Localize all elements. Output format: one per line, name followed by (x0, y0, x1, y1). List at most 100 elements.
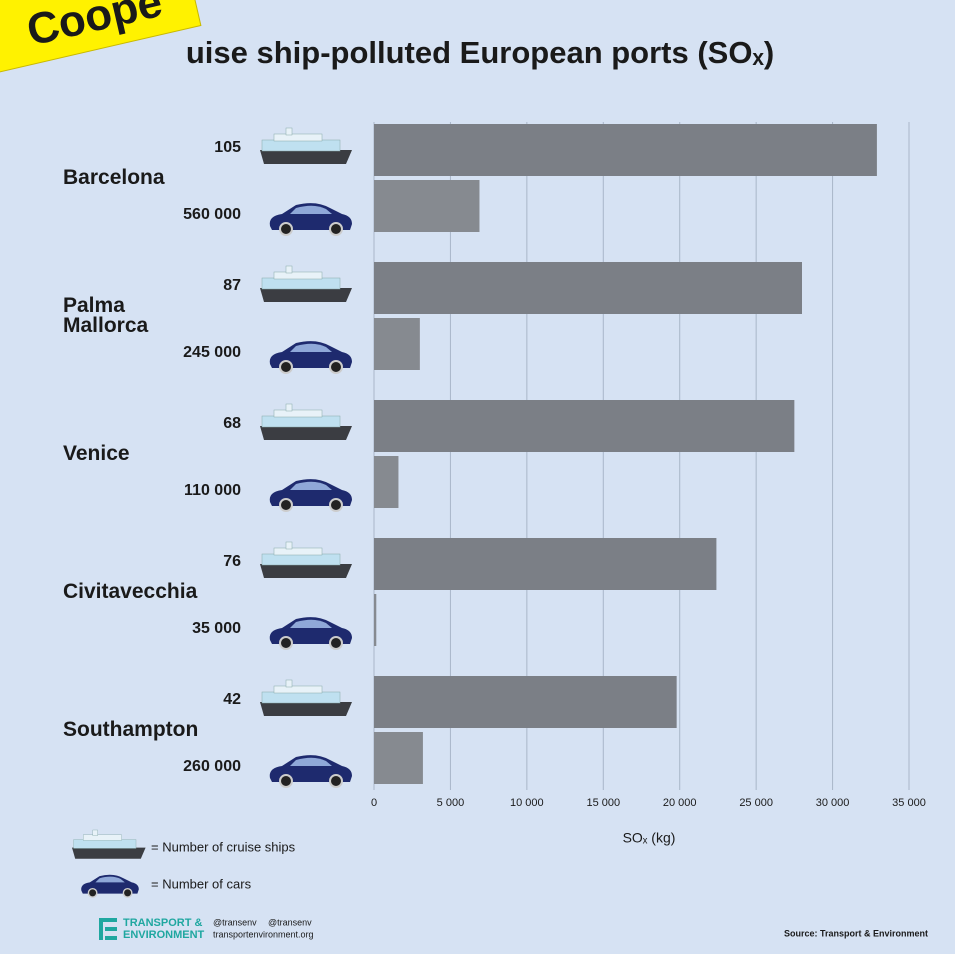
ship-top (83, 834, 122, 841)
ship-icon (260, 541, 352, 578)
x-tick-label: 15 000 (586, 797, 620, 809)
car-window (290, 619, 332, 628)
x-axis-label: SOₓ (kg) (623, 830, 676, 846)
car-wheel (329, 498, 343, 512)
car-icon (269, 755, 352, 788)
count-label: 68 (223, 415, 241, 432)
ship-deck (261, 691, 341, 704)
ship-deck (261, 139, 341, 152)
bar (374, 124, 877, 176)
ship-funnel (285, 127, 293, 136)
chart-title: uise ship-polluted European ports (SOₓ) (186, 35, 774, 70)
car-body (269, 755, 352, 782)
bar (374, 262, 802, 314)
car-icon (269, 203, 352, 236)
car-wheel (279, 498, 293, 512)
x-tick-label: 5 000 (437, 797, 465, 809)
car-window (95, 876, 125, 883)
ship-top (273, 547, 323, 556)
ship-hull (260, 288, 352, 302)
x-tick-label: 35 000 (892, 797, 926, 809)
bar (374, 676, 677, 728)
x-tick-label: 25 000 (739, 797, 773, 809)
logo-text: TRANSPORT & (123, 917, 203, 929)
legend-label: = Number of cars (151, 876, 252, 891)
bar (374, 400, 795, 452)
car-wheel (329, 636, 343, 650)
ship-top (273, 685, 323, 694)
port-label: Southampton (63, 718, 199, 741)
ship-icon (260, 265, 352, 302)
ship-hull (72, 847, 146, 859)
ship-top (273, 271, 323, 280)
count-label: 245 000 (183, 344, 241, 361)
bar (374, 180, 480, 232)
ship-deck (261, 415, 341, 428)
ship-funnel (285, 265, 293, 274)
count-label: 110 000 (184, 482, 241, 499)
logo (99, 918, 117, 940)
ship-hull (260, 702, 352, 716)
bar (374, 318, 420, 370)
bar (374, 538, 717, 590)
car-icon (81, 874, 139, 898)
ship-deck (73, 839, 137, 849)
ship-icon (72, 829, 146, 859)
port-label: Venice (63, 442, 130, 465)
ship-top (273, 409, 323, 418)
x-tick-label: 0 (371, 797, 377, 809)
legend-label: = Number of cruise ships (151, 839, 296, 854)
car-wheel (329, 360, 343, 374)
car-icon (269, 341, 352, 374)
car-wheel (329, 222, 343, 236)
ship-funnel (285, 541, 293, 550)
banner: Coope (0, 0, 202, 76)
car-body (269, 203, 352, 230)
ship-hull (260, 426, 352, 440)
ship-icon (260, 127, 352, 164)
car-wheel (87, 887, 98, 898)
count-label: 76 (223, 553, 241, 570)
car-body (269, 479, 352, 506)
car-body (269, 341, 352, 368)
car-wheel (279, 636, 293, 650)
car-window (290, 481, 332, 490)
x-tick-label: 20 000 (663, 797, 697, 809)
count-label: 42 (223, 691, 241, 708)
source: Source: Transport & Environment (784, 928, 928, 938)
x-tick-label: 30 000 (816, 797, 850, 809)
car-window (290, 757, 332, 766)
bar (374, 594, 377, 646)
car-wheel (279, 774, 293, 788)
website: transportenvironment.org (213, 929, 314, 939)
car-window (290, 343, 332, 352)
car-wheel (279, 222, 293, 236)
port-label: Barcelona (63, 166, 165, 189)
logo-mark (105, 927, 117, 931)
count-label: 87 (223, 277, 241, 294)
ship-icon (260, 679, 352, 716)
car-wheel (329, 774, 343, 788)
car-window (290, 205, 332, 214)
car-wheel (122, 887, 133, 898)
logo-mark (105, 936, 117, 940)
count-label: 105 (214, 139, 241, 156)
logo-mark (99, 918, 103, 940)
logo-mark (99, 918, 117, 922)
ship-hull (260, 564, 352, 578)
car-icon (269, 479, 352, 512)
car-wheel (279, 360, 293, 374)
port-label: Civitavecchia (63, 580, 198, 603)
ship-top (273, 133, 323, 142)
bar (374, 732, 423, 784)
ship-icon (260, 403, 352, 440)
ship-deck (261, 553, 341, 566)
twitter: @transenv (213, 917, 257, 927)
facebook: @transenv (268, 917, 312, 927)
ship-deck (261, 277, 341, 290)
car-body (269, 617, 352, 644)
logo-text: ENVIRONMENT (123, 929, 205, 941)
car-body (81, 874, 139, 894)
